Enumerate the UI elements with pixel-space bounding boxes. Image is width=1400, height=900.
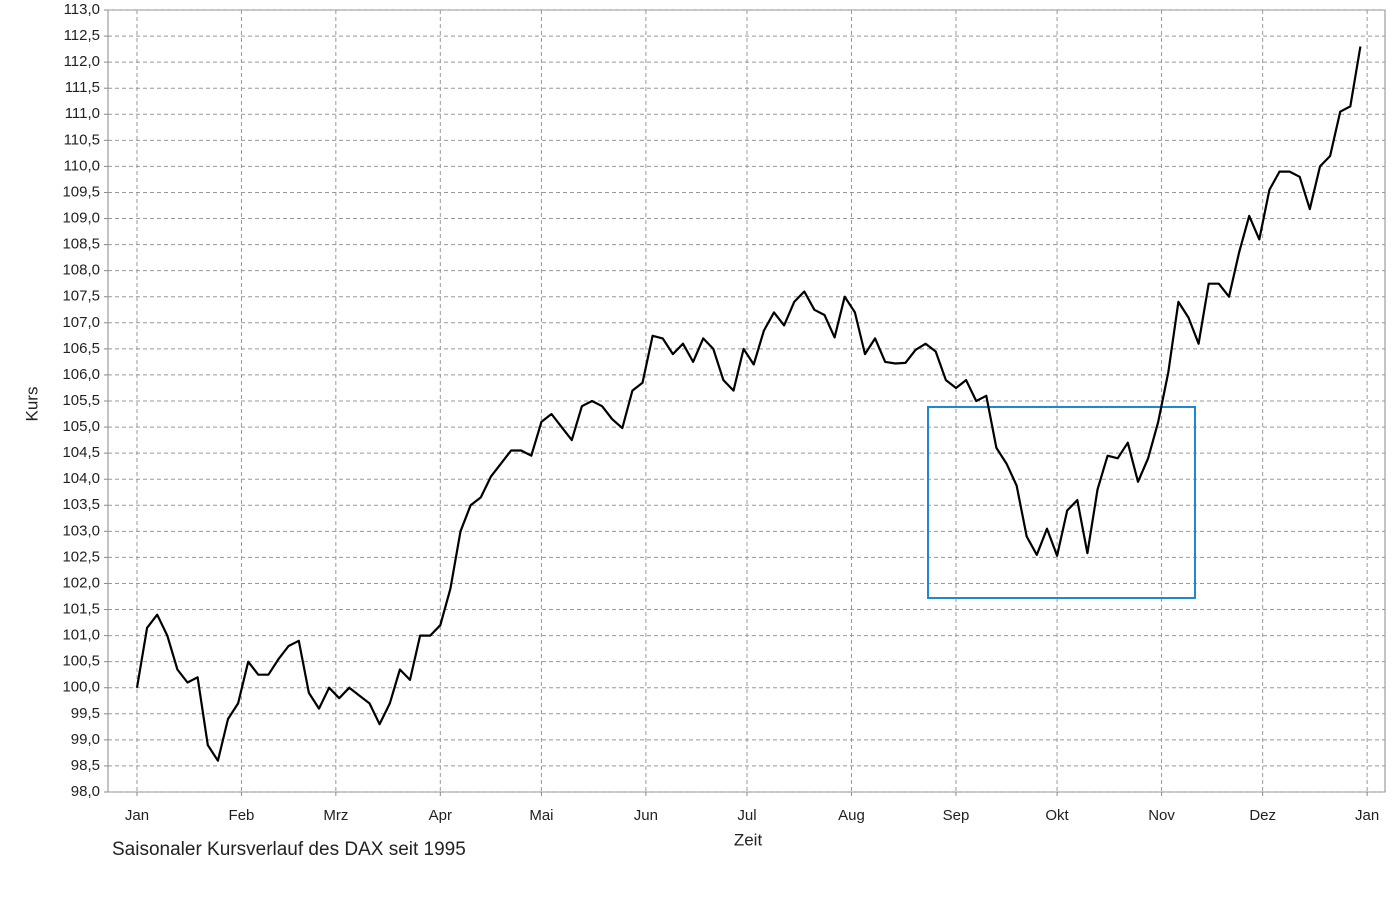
x-tick-label: Okt — [1045, 807, 1069, 824]
x-tick-label: Jan — [125, 807, 149, 824]
y-tick-label: 108,0 — [62, 262, 100, 279]
y-tick-label: 105,0 — [62, 418, 100, 435]
y-axis-label: Kurs — [22, 387, 41, 422]
x-tick-label: Feb — [229, 807, 255, 824]
x-tick-label: Sep — [943, 807, 970, 824]
highlight-box — [927, 406, 1196, 599]
x-tick-label: Dez — [1249, 807, 1276, 824]
x-tick-label: Mai — [529, 807, 553, 824]
y-tick-label: 112,0 — [64, 53, 100, 70]
y-tick-label: 111,5 — [65, 79, 100, 96]
x-tick-label: Aug — [838, 807, 865, 824]
y-tick-label: 101,0 — [62, 627, 100, 644]
line-series — [135, 46, 1362, 762]
y-tick-label: 108,5 — [62, 236, 100, 253]
x-tick-label: Nov — [1148, 807, 1175, 824]
y-tick-label: 113,0 — [64, 1, 100, 18]
y-tick-label: 107,0 — [62, 314, 100, 331]
y-tick-label: 99,0 — [71, 731, 100, 748]
y-tick-label: 104,0 — [62, 470, 100, 487]
x-tick-label: Apr — [429, 807, 452, 824]
y-tick-label: 98,5 — [71, 757, 100, 774]
x-tick-label: Jul — [737, 807, 756, 824]
caption: Saisonaler Kursverlauf des DAX seit 1995 — [112, 839, 466, 860]
y-tick-label: 103,0 — [62, 522, 100, 539]
y-tick-label: 107,5 — [62, 288, 100, 305]
grid — [108, 9, 1385, 793]
y-tick-label: 99,5 — [71, 705, 100, 722]
y-tick-label: 110,0 — [64, 157, 100, 174]
y-tick-label: 100,0 — [62, 679, 100, 696]
y-tick-label: 109,5 — [62, 183, 100, 200]
y-tick-label: 98,0 — [71, 783, 100, 800]
y-tick-label: 110,5 — [64, 131, 100, 148]
y-tick-label: 101,5 — [62, 601, 100, 618]
y-tick-label: 106,5 — [62, 340, 100, 357]
y-tick-label: 106,0 — [62, 366, 100, 383]
y-tick-label: 102,0 — [62, 574, 100, 591]
y-tick-label: 105,5 — [62, 392, 100, 409]
x-tick-label: Jun — [634, 807, 658, 824]
y-tick-label: 112,5 — [64, 27, 100, 44]
y-tick-label: 109,0 — [62, 210, 100, 227]
y-tick-label: 103,5 — [62, 496, 100, 513]
y-tick-label: 100,5 — [62, 653, 100, 670]
y-tick-label: 104,5 — [62, 444, 100, 461]
y-tick-label: 102,5 — [62, 548, 100, 565]
x-tick-label: Mrz — [323, 807, 348, 824]
y-tick-label: 111,0 — [65, 105, 100, 122]
x-axis-label: Zeit — [734, 830, 763, 849]
x-tick-label: Jan — [1355, 807, 1379, 824]
